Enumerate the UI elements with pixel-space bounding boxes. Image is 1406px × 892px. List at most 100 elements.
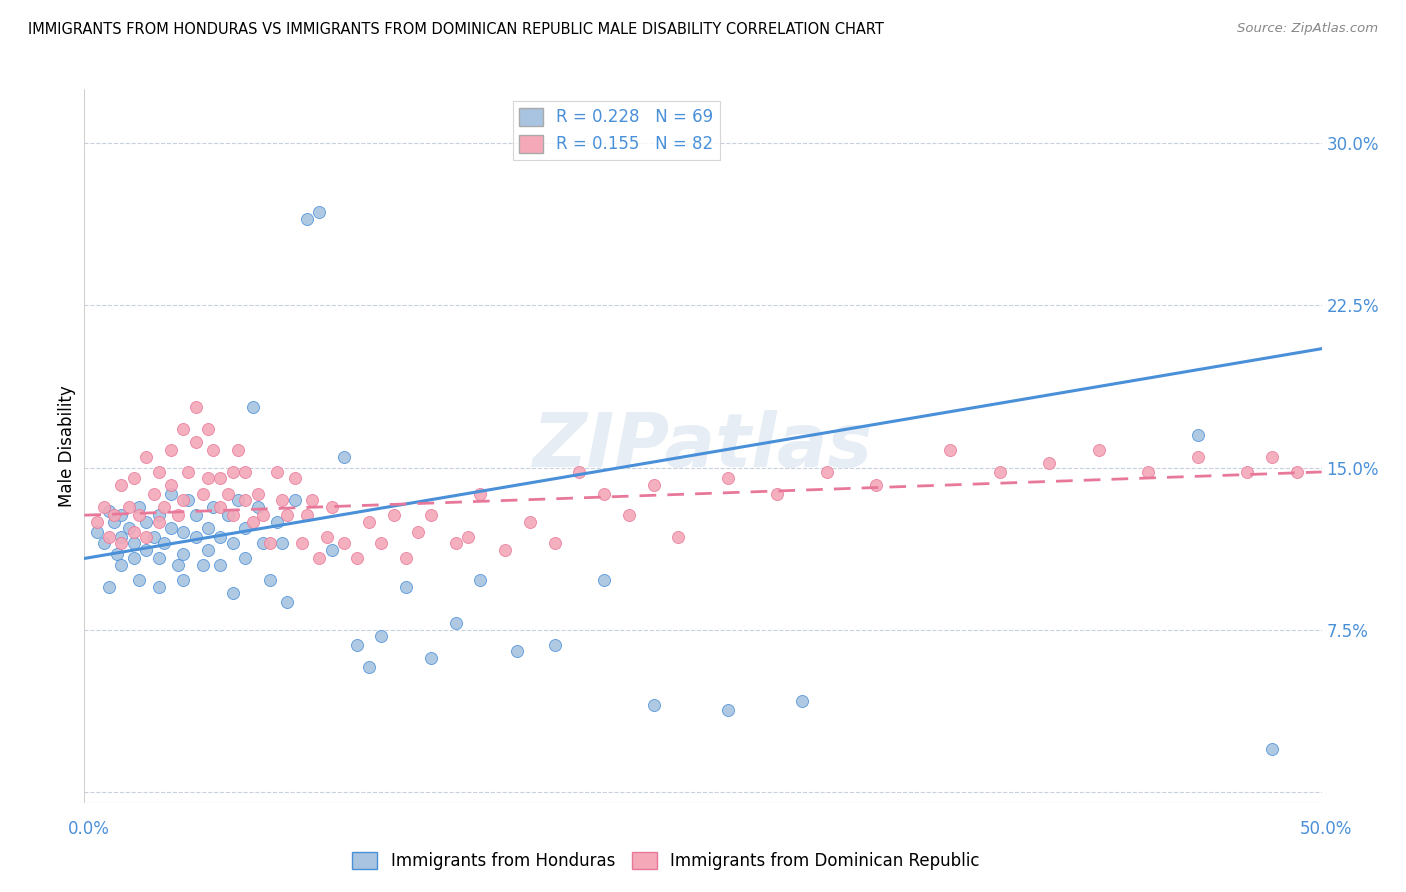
Point bbox=[122, 551, 145, 566]
Point bbox=[419, 651, 441, 665]
Point bbox=[118, 500, 141, 514]
Point bbox=[252, 536, 274, 550]
Point bbox=[666, 530, 689, 544]
Point bbox=[333, 450, 356, 464]
Text: Source: ZipAtlas.com: Source: ZipAtlas.com bbox=[1237, 22, 1378, 36]
Point bbox=[172, 422, 194, 436]
Point bbox=[790, 694, 813, 708]
Point bbox=[222, 508, 245, 523]
Point bbox=[209, 471, 232, 485]
Point bbox=[593, 573, 616, 587]
Point bbox=[1187, 428, 1209, 442]
Point bbox=[177, 465, 200, 479]
Point bbox=[148, 508, 170, 523]
Point bbox=[233, 521, 256, 535]
Y-axis label: Male Disability: Male Disability bbox=[58, 385, 76, 507]
Point bbox=[1236, 465, 1258, 479]
Text: 0.0%: 0.0% bbox=[67, 820, 110, 838]
Point bbox=[160, 478, 183, 492]
Point bbox=[184, 530, 207, 544]
Point bbox=[259, 573, 281, 587]
Point bbox=[382, 508, 405, 523]
Point bbox=[408, 525, 430, 540]
Point bbox=[148, 465, 170, 479]
Point bbox=[419, 508, 441, 523]
Point bbox=[266, 465, 288, 479]
Point bbox=[284, 471, 307, 485]
Point bbox=[148, 580, 170, 594]
Point bbox=[939, 443, 962, 458]
Point bbox=[160, 486, 183, 500]
Point bbox=[222, 465, 245, 479]
Point bbox=[593, 486, 616, 500]
Point bbox=[346, 638, 368, 652]
Point bbox=[395, 551, 418, 566]
Point bbox=[197, 471, 219, 485]
Point bbox=[643, 478, 665, 492]
Point bbox=[86, 515, 108, 529]
Point bbox=[160, 521, 183, 535]
Point bbox=[444, 616, 467, 631]
Point bbox=[766, 486, 789, 500]
Point bbox=[86, 525, 108, 540]
Point bbox=[717, 471, 740, 485]
Point bbox=[988, 465, 1011, 479]
Point bbox=[110, 558, 132, 572]
Point bbox=[93, 536, 115, 550]
Text: IMMIGRANTS FROM HONDURAS VS IMMIGRANTS FROM DOMINICAN REPUBLIC MALE DISABILITY C: IMMIGRANTS FROM HONDURAS VS IMMIGRANTS F… bbox=[28, 22, 884, 37]
Point bbox=[122, 525, 145, 540]
Point bbox=[217, 486, 239, 500]
Point bbox=[103, 515, 125, 529]
Point bbox=[110, 478, 132, 492]
Point bbox=[333, 536, 356, 550]
Point bbox=[128, 500, 150, 514]
Point bbox=[93, 500, 115, 514]
Point bbox=[167, 508, 190, 523]
Point bbox=[543, 536, 565, 550]
Point bbox=[110, 536, 132, 550]
Point bbox=[1261, 450, 1284, 464]
Point bbox=[103, 508, 125, 523]
Point bbox=[160, 443, 183, 458]
Point bbox=[128, 508, 150, 523]
Point bbox=[284, 493, 307, 508]
Point bbox=[118, 521, 141, 535]
Point bbox=[266, 515, 288, 529]
Point bbox=[444, 536, 467, 550]
Point bbox=[1187, 450, 1209, 464]
Point bbox=[308, 551, 330, 566]
Point bbox=[242, 515, 264, 529]
Point bbox=[301, 493, 323, 508]
Point bbox=[276, 595, 298, 609]
Point bbox=[148, 551, 170, 566]
Point bbox=[191, 558, 214, 572]
Point bbox=[1261, 741, 1284, 756]
Point bbox=[197, 542, 219, 557]
Point bbox=[457, 530, 479, 544]
Point bbox=[643, 698, 665, 713]
Point bbox=[357, 659, 380, 673]
Point bbox=[128, 573, 150, 587]
Point bbox=[105, 547, 128, 561]
Point bbox=[217, 508, 239, 523]
Point bbox=[110, 530, 132, 544]
Point bbox=[568, 465, 591, 479]
Point bbox=[222, 536, 245, 550]
Point bbox=[197, 521, 219, 535]
Point bbox=[167, 558, 190, 572]
Point bbox=[142, 530, 165, 544]
Point bbox=[209, 530, 232, 544]
Point bbox=[172, 547, 194, 561]
Point bbox=[470, 486, 492, 500]
Point bbox=[142, 486, 165, 500]
Point bbox=[226, 493, 249, 508]
Point bbox=[295, 508, 318, 523]
Point bbox=[271, 493, 294, 508]
Point bbox=[152, 500, 174, 514]
Point bbox=[1285, 465, 1308, 479]
Point bbox=[233, 493, 256, 508]
Point bbox=[202, 443, 225, 458]
Point bbox=[865, 478, 887, 492]
Point bbox=[346, 551, 368, 566]
Point bbox=[184, 400, 207, 414]
